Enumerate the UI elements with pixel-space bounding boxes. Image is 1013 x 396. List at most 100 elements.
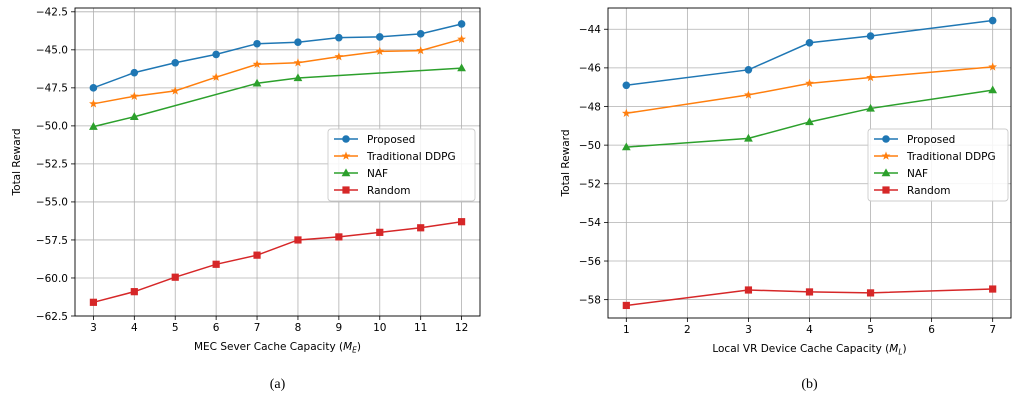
data-point — [212, 260, 220, 268]
figure-caption: (b) — [801, 377, 818, 392]
legend: Proposed Traditional DDPG NAF Random — [867, 128, 1009, 202]
x-tick-label: 4 — [131, 322, 138, 334]
y-tick-label: −56 — [579, 256, 601, 268]
y-tick-label: −50.0 — [36, 121, 68, 133]
data-point — [989, 285, 997, 293]
data-point — [253, 39, 261, 48]
data-point — [294, 38, 302, 47]
data-point — [252, 78, 262, 87]
y-tick-label: −44 — [579, 24, 601, 36]
legend-label: Random — [367, 185, 410, 197]
y-tick-label: −45.0 — [36, 45, 68, 57]
data-point — [622, 81, 631, 90]
x-tick-label: 4 — [806, 324, 813, 336]
data-point — [170, 86, 180, 95]
x-axis-label-symbol: M — [343, 341, 352, 353]
data-point — [334, 52, 344, 61]
data-point — [805, 288, 814, 296]
data-point — [130, 68, 139, 77]
y-tick-label: −52.5 — [36, 159, 68, 171]
data-point — [375, 33, 384, 41]
x-axis: 1 2 3 4 5 6 7 — [623, 318, 996, 336]
series-line — [93, 38, 462, 105]
series-line — [93, 67, 462, 128]
x-axis-label-text: Local VR Device Cache Capacity ( — [712, 343, 889, 355]
data-point — [335, 33, 343, 42]
data-point — [805, 78, 814, 88]
data-point — [89, 84, 98, 92]
series-traditional-ddpg — [89, 34, 466, 108]
legend-marker — [881, 151, 891, 160]
x-tick-label: 1 — [623, 324, 630, 336]
legend-label: Traditional DDPG — [906, 151, 996, 163]
x-axis-label-symbol: M — [889, 343, 898, 355]
data-point — [212, 50, 220, 59]
y-tick-label: −42.5 — [36, 7, 68, 19]
y-tick-label: −46 — [579, 63, 601, 75]
x-tick-label: 9 — [336, 322, 343, 334]
data-point — [416, 30, 425, 38]
data-point — [129, 91, 139, 100]
x-axis-label-close: ) — [357, 341, 361, 353]
y-tick-label: −54 — [579, 217, 601, 229]
data-point — [621, 108, 631, 117]
data-point — [866, 103, 875, 112]
data-point — [252, 59, 262, 68]
series-traditional-ddpg — [621, 62, 998, 117]
figure-caption: (a) — [270, 377, 286, 392]
legend-box — [867, 128, 1009, 202]
x-axis-label: Local VR Device Cache Capacity (ML) — [712, 343, 906, 357]
data-point — [805, 38, 814, 47]
plot-frame — [74, 7, 481, 317]
data-point — [744, 90, 753, 99]
series-naf — [621, 85, 998, 151]
data-point — [294, 236, 302, 244]
data-point — [866, 289, 875, 297]
data-point — [744, 66, 753, 74]
legend-box — [327, 128, 476, 202]
data-point — [988, 62, 998, 71]
legend: Proposed Traditional DDPG NAF Random — [327, 128, 476, 202]
x-tick-label: 3 — [90, 322, 97, 334]
x-axis-label-subscript: E — [352, 346, 357, 355]
y-tick-label: −62.5 — [36, 311, 68, 323]
series-line — [93, 23, 462, 89]
y-tick-label: −47.5 — [36, 83, 68, 95]
y-axis: −44 −46 −48 −50 −52 −54 −56 −58 — [579, 24, 608, 306]
x-tick-label: 12 — [455, 322, 468, 334]
data-point — [89, 99, 98, 108]
y-axis-label: Total Reward — [11, 129, 23, 197]
data-point — [744, 286, 753, 294]
legend-marker — [342, 135, 350, 143]
x-tick-label: 5 — [867, 324, 874, 336]
x-axis-label-subscript: L — [898, 348, 902, 357]
data-point — [171, 58, 180, 67]
legend-marker — [342, 186, 350, 194]
legend-label: Proposed — [367, 134, 415, 146]
data-point — [129, 112, 139, 120]
series-line — [93, 220, 462, 304]
legend-label: Random — [907, 185, 950, 197]
legend-label: Traditional DDPG — [366, 151, 456, 163]
y-tick-label: −55.0 — [36, 197, 68, 209]
y-tick-label: −52 — [579, 179, 601, 191]
data-point — [130, 288, 138, 296]
x-tick-label: 7 — [989, 324, 996, 336]
chart-a: 3 4 5 6 7 8 9 10 11 12 −42.5 −45.0 −47.5 −50.0 −52.5 −5… — [11, 7, 481, 392]
legend-label: Proposed — [907, 134, 955, 146]
legend-marker — [881, 168, 891, 177]
x-tick-label: 11 — [414, 322, 427, 334]
data-point — [457, 218, 466, 226]
data-point — [805, 117, 814, 126]
x-tick-label: 10 — [373, 322, 386, 334]
x-tick-label: 2 — [684, 324, 691, 336]
data-point — [457, 63, 466, 72]
series-naf — [89, 63, 466, 130]
data-point — [335, 233, 343, 241]
y-tick-label: −58 — [579, 294, 601, 306]
x-axis-label-text: MEC Sever Cache Capacity ( — [194, 341, 343, 353]
legend-label: NAF — [367, 168, 388, 180]
y-tick-label: −57.5 — [36, 235, 68, 247]
x-tick-label: 5 — [172, 322, 179, 334]
